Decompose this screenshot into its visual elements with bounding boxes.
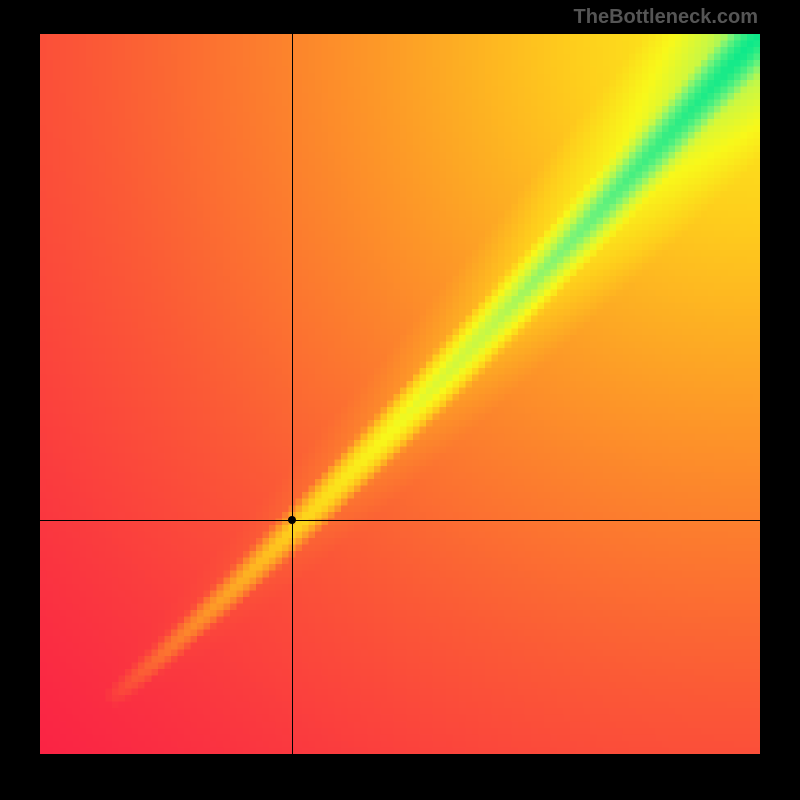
crosshair-dot [288,516,296,524]
heatmap-frame [40,34,760,754]
crosshair-horizontal [40,520,760,521]
watermark-text: TheBottleneck.com [574,6,758,29]
heatmap-canvas [40,34,760,754]
crosshair-vertical [292,34,293,754]
